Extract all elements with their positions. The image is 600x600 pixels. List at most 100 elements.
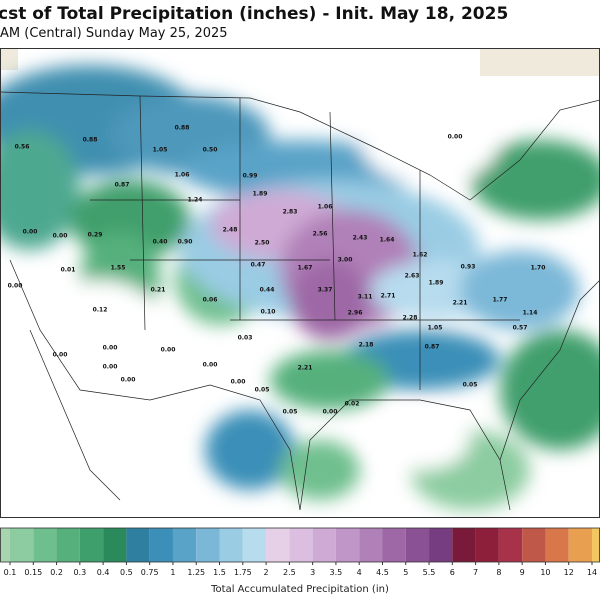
colorbar-cell xyxy=(56,528,80,562)
colorbar-tick-label: 2.5 xyxy=(283,568,296,577)
colorbar-tick-label: 0.5 xyxy=(120,568,133,577)
colorbar-cell xyxy=(522,528,546,562)
colorbar-tick-label: 6 xyxy=(450,568,455,577)
colorbar-cell xyxy=(126,528,150,562)
point-label: 2.21 xyxy=(453,300,468,307)
point-label: 1.70 xyxy=(531,265,546,272)
colorbar-tick-label: 2 xyxy=(264,568,269,577)
point-label: 3.00 xyxy=(338,257,353,264)
colorbar-cell xyxy=(242,528,267,562)
point-label: 0.21 xyxy=(151,287,166,294)
point-label: 1.06 xyxy=(318,204,333,211)
point-label: 0.03 xyxy=(238,335,253,342)
point-label: 0.87 xyxy=(115,182,130,189)
point-label: 0.44 xyxy=(260,287,275,294)
point-label: 0.00 xyxy=(53,233,68,240)
colorbar-title: Total Accumulated Precipitation (in) xyxy=(210,584,389,595)
colorbar-cell xyxy=(79,528,104,562)
point-label: 2.21 xyxy=(298,365,313,372)
colorbar-cell xyxy=(196,528,220,562)
point-label: 3.11 xyxy=(358,294,373,301)
colorbar-tick-label: 0.2 xyxy=(50,568,63,577)
point-label: 0.88 xyxy=(83,137,98,144)
point-label: 0.47 xyxy=(251,262,266,269)
colorbar-tick-label: 4 xyxy=(357,568,362,577)
colorbar-cell xyxy=(312,528,336,562)
colorbar-cell xyxy=(266,528,290,562)
point-label: 0.02 xyxy=(345,401,360,408)
point-label: 0.50 xyxy=(203,147,218,154)
colorbar-tick-label: 3 xyxy=(310,568,315,577)
point-label: 0.00 xyxy=(448,134,463,141)
map: 0.56 0.88 0.88 1.05 0.50 0.00 0.99 1.06 0.87 1.89… xyxy=(0,48,600,518)
land-mask xyxy=(480,48,600,76)
point-label: 2.71 xyxy=(381,293,396,300)
point-label: 0.00 xyxy=(103,364,118,371)
point-label: 0.57 xyxy=(513,325,528,332)
colorbar-cell xyxy=(219,528,243,562)
borders xyxy=(0,91,600,511)
colorbar-tick-label: 14 xyxy=(587,568,597,577)
colorbar-cell xyxy=(498,528,523,562)
point-label: 1.24 xyxy=(188,197,203,204)
colorbar-tick-label: 5.5 xyxy=(423,568,436,577)
point-label: 1.06 xyxy=(175,172,190,179)
colorbar-cell xyxy=(289,528,313,562)
point-label: 0.00 xyxy=(8,283,23,290)
point-label: 1.89 xyxy=(429,280,444,287)
colorbar-cell xyxy=(405,528,430,562)
colorbar-cell xyxy=(568,528,592,562)
colorbar: 0.1 0.15 0.2 0.3 0.4 0.5 0.75 1 1.25 1.5 1.75 2 2.5 3… xyxy=(0,527,600,577)
colorbar-tick-label: 1.75 xyxy=(234,568,252,577)
land-mask xyxy=(0,48,18,70)
colorbar-tick-label: 10 xyxy=(540,568,550,577)
point-label: 0.88 xyxy=(175,125,190,132)
colorbar-cell xyxy=(475,528,499,562)
point-label: 2.48 xyxy=(223,227,238,234)
colorbar-cell xyxy=(382,528,406,562)
point-label: 0.06 xyxy=(203,297,218,304)
colorbar-cell xyxy=(172,528,197,562)
colorbar-tick-label: 5 xyxy=(403,568,408,577)
colorbar-tick-label: 0.4 xyxy=(97,568,110,577)
colorbar-cell xyxy=(359,528,383,562)
colorbar-cell xyxy=(592,528,600,562)
colorbar-cell xyxy=(545,528,569,562)
point-label: 1.62 xyxy=(413,252,428,259)
point-label: 2.63 xyxy=(405,273,420,280)
point-label: 0.00 xyxy=(203,362,218,369)
point-label: 1.05 xyxy=(153,147,168,154)
point-label: 2.43 xyxy=(353,235,368,242)
point-label: 0.93 xyxy=(461,264,476,271)
point-label: 0.00 xyxy=(53,352,68,359)
point-label: 1.89 xyxy=(253,191,268,198)
colorbar-tick-label: 9 xyxy=(520,568,525,577)
point-label: 0.05 xyxy=(463,382,478,389)
colorbar-tick-label: 0.1 xyxy=(4,568,17,577)
point-label: 1.77 xyxy=(493,297,508,304)
point-label: 1.67 xyxy=(298,265,313,272)
point-label: 0.40 xyxy=(153,239,168,246)
point-label: 0.90 xyxy=(178,239,193,246)
colorbar-cell xyxy=(149,528,173,562)
point-label: 0.05 xyxy=(283,409,298,416)
point-label: 0.00 xyxy=(161,347,176,354)
point-label: 0.00 xyxy=(103,345,118,352)
colorbar-cell xyxy=(33,528,57,562)
point-label: 0.00 xyxy=(23,229,38,236)
colorbar-cell xyxy=(103,528,127,562)
colorbar-tick-label: 0.3 xyxy=(73,568,86,577)
point-label: 3.37 xyxy=(318,287,333,294)
point-label: 0.05 xyxy=(255,387,270,394)
title: cst of Total Precipitation (inches) - In… xyxy=(0,4,508,24)
colorbar-tick-label: 0.15 xyxy=(24,568,42,577)
point-label: 1.14 xyxy=(523,310,538,317)
point-label: 2.18 xyxy=(359,342,374,349)
point-labels: 0.56 0.88 0.88 1.05 0.50 0.00 0.99 1.06 0.87 1.89… xyxy=(8,125,546,416)
colorbar-tick-label: 7 xyxy=(473,568,478,577)
colorbar-tick-label: 12 xyxy=(564,568,574,577)
point-label: 2.83 xyxy=(283,209,298,216)
point-label: 0.56 xyxy=(15,144,30,151)
point-label: 0.00 xyxy=(121,377,136,384)
